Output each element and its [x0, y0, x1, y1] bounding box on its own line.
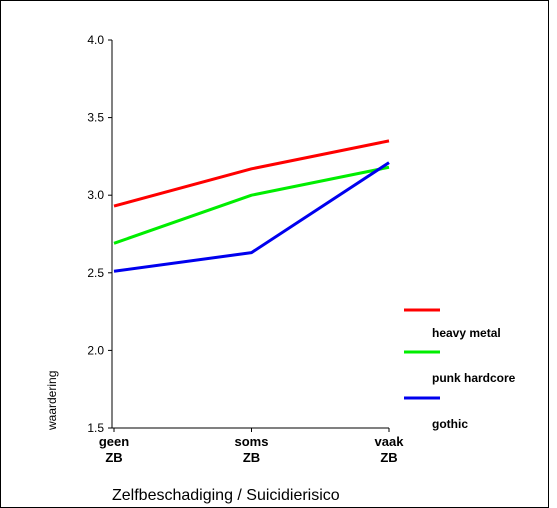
y-tick-labels: 1.5 2.0 2.5 3.0 3.5 4.0	[87, 33, 104, 435]
legend-label: gothic	[432, 417, 468, 431]
series-line-1	[113, 165, 390, 245]
x-axis-label: Zelfbeschadiging / Suicidierisico	[112, 487, 340, 504]
legend-label: punk hardcore	[432, 371, 516, 385]
series-line-0	[113, 139, 390, 208]
y-tick-label: 2.0	[87, 343, 104, 357]
y-tick-label: 2.5	[87, 266, 104, 280]
x-tick-label: ZB	[380, 450, 397, 465]
legend-label: heavy metal	[432, 326, 501, 340]
y-tick-label: 1.5	[87, 421, 104, 435]
y-tick-label: 3.0	[87, 188, 104, 202]
y-tick-label: 3.5	[87, 111, 104, 125]
x-tick-label: ZB	[243, 450, 260, 465]
series-lines	[113, 139, 390, 273]
series-line-2	[113, 161, 390, 273]
x-tick-label: ZB	[105, 450, 122, 465]
y-tick-label: 4.0	[87, 33, 104, 47]
y-axis-label: waardering	[45, 371, 59, 431]
x-tick-label: soms	[235, 434, 269, 449]
x-tick-label: vaak	[375, 434, 405, 449]
x-tick-label: geen	[99, 434, 129, 449]
legend: heavy metal punk hardcore gothic	[404, 308, 516, 431]
axes	[108, 39, 390, 432]
